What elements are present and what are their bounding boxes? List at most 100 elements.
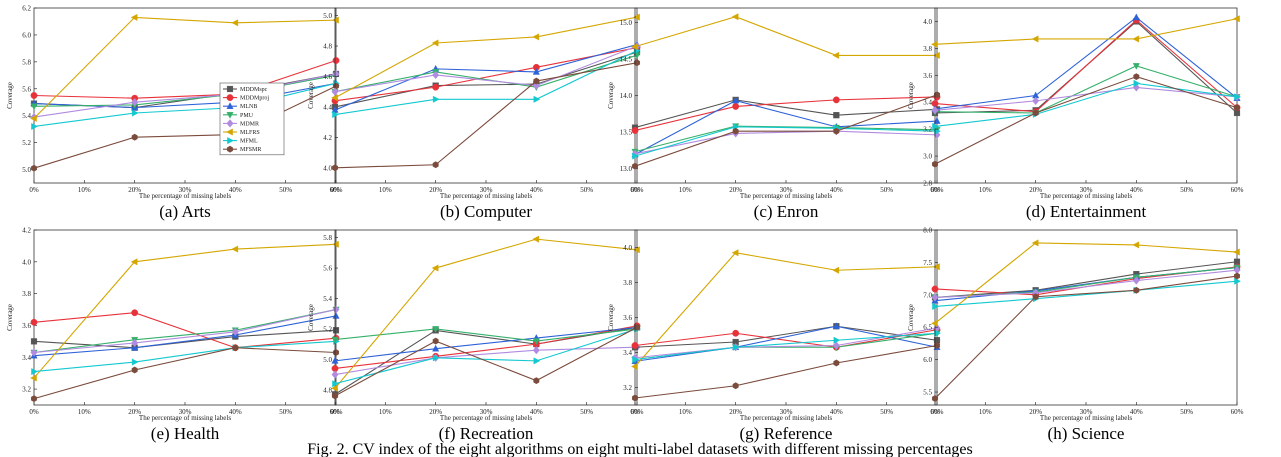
chart-a-arts: 0% 10% 20% 30% 40% 50% 60% 5.0 5.2 5.4 5.6 5.8 6.0 6.… <box>6 5 343 222</box>
legend-swatch-marker <box>226 119 234 128</box>
x-tick-label: 30% <box>1080 408 1093 416</box>
series-line <box>334 326 638 397</box>
series-mlnb <box>931 13 1241 112</box>
x-tick-label: 20% <box>729 186 742 194</box>
data-point <box>432 337 439 345</box>
data-point <box>732 96 740 104</box>
y-tick-label: 4.2 <box>323 134 332 142</box>
x-axis-label: The percentage of missing labels <box>740 192 832 200</box>
series-line <box>33 329 337 349</box>
subplot-caption: (c) Enron <box>754 202 819 221</box>
y-tick-label: 5.0 <box>323 12 332 20</box>
data-point <box>432 70 440 80</box>
series-mdmr <box>631 323 941 362</box>
data-point <box>30 92 38 99</box>
y-axis-label: Coverage <box>6 82 14 109</box>
series-line <box>934 16 1238 110</box>
x-tick-label: 50% <box>1180 186 1193 194</box>
data-point <box>533 357 541 365</box>
y-tick-label: 2.8 <box>923 180 932 188</box>
y-tick-label: 5.5 <box>923 389 932 397</box>
x-tick-label: 40% <box>229 408 242 416</box>
x-tick-label: 40% <box>530 186 543 194</box>
legend-item: MDDMproj <box>223 94 269 102</box>
data-point <box>933 263 940 271</box>
data-point <box>632 152 639 160</box>
data-point <box>130 13 138 21</box>
series-line <box>33 82 337 109</box>
series-mfsmr <box>31 344 339 403</box>
y-axis-label: Coverage <box>6 304 14 331</box>
plot-frame <box>934 229 1238 406</box>
data-point <box>1032 293 1039 301</box>
data-point <box>331 94 338 102</box>
data-point <box>532 346 540 355</box>
series-line <box>934 18 1238 45</box>
data-point <box>732 103 740 110</box>
series-line <box>33 309 337 354</box>
series-mfsmr <box>932 272 1240 402</box>
y-tick-label: 7.5 <box>923 259 932 267</box>
data-point <box>331 370 339 379</box>
data-point <box>30 374 37 382</box>
data-point <box>332 380 339 388</box>
data-point <box>1133 79 1141 87</box>
y-tick-label: 5.8 <box>323 234 332 242</box>
x-tick-label: 50% <box>279 408 292 416</box>
data-point <box>332 16 339 24</box>
series-mfml <box>932 79 1241 130</box>
data-point <box>833 127 840 135</box>
series-line <box>33 74 337 107</box>
data-point <box>131 309 139 317</box>
series-line <box>934 65 1238 114</box>
series-line <box>334 328 638 385</box>
series-mfsmr <box>932 73 1240 168</box>
data-point <box>432 83 440 91</box>
y-tick-label: 4.0 <box>22 258 31 266</box>
x-tick-label: 20% <box>429 186 442 194</box>
x-tick-label: 40% <box>229 186 242 194</box>
x-axis-label: The percentage of missing labels <box>139 414 231 422</box>
y-tick-label: 3.2 <box>623 384 632 392</box>
x-tick-label: 10% <box>379 186 392 194</box>
data-point <box>30 338 38 345</box>
series-mlfrs <box>931 15 1240 48</box>
chart-panels: 0% 10% 20% 30% 40% 50% 60% 5.0 5.2 5.4 5.6 5.8 6.0 6.… <box>6 5 1244 444</box>
data-point <box>934 329 941 337</box>
y-tick-label: 8.0 <box>923 227 932 235</box>
y-tick-label: 4.2 <box>22 227 31 235</box>
data-point <box>632 162 638 170</box>
plot-frame <box>334 229 638 406</box>
legend-label: MFML <box>240 139 258 145</box>
series-mlfrs <box>331 13 640 102</box>
data-point <box>833 336 841 344</box>
y-tick-label: 5.0 <box>323 356 332 364</box>
data-point <box>632 394 638 402</box>
data-point <box>931 106 939 115</box>
data-point <box>631 342 639 349</box>
plot-frame <box>634 7 938 184</box>
x-tick-label: 20% <box>1029 186 1042 194</box>
data-point <box>431 39 439 47</box>
x-tick-label: 0% <box>29 408 39 416</box>
plot-frame <box>934 7 1238 184</box>
y-tick-label: 4.4 <box>323 103 332 111</box>
series-line <box>334 43 638 111</box>
x-tick-label: 20% <box>128 408 141 416</box>
data-point <box>131 133 138 141</box>
series-line <box>334 45 638 93</box>
data-point <box>332 392 338 400</box>
data-point <box>331 336 339 344</box>
data-point <box>30 318 38 326</box>
legend-item: MLFRS <box>223 128 260 136</box>
series-line <box>934 280 1238 308</box>
series-line <box>334 62 638 169</box>
x-axis-label: The percentage of missing labels <box>1040 414 1132 422</box>
data-point <box>934 91 940 99</box>
chart-d-entertainment: 0% 10% 20% 30% 40% 50% 60%2.83.03.23.43.63.84.… <box>907 7 1244 221</box>
data-point <box>634 59 640 67</box>
y-tick-label: 3.8 <box>623 279 632 287</box>
data-point <box>932 160 938 168</box>
data-point <box>932 395 938 402</box>
subplot-caption: (d) Entertainment <box>1026 202 1147 221</box>
